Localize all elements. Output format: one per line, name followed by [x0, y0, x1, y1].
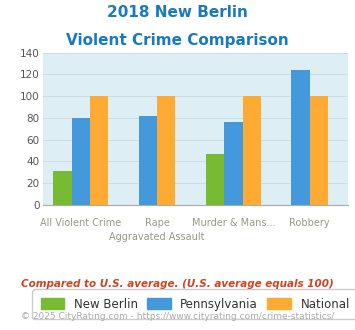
Text: 2018 New Berlin: 2018 New Berlin	[107, 5, 248, 20]
Text: Murder & Mans...: Murder & Mans...	[192, 218, 275, 228]
Bar	[310, 96, 328, 205]
Bar	[72, 118, 90, 205]
Bar	[206, 154, 224, 205]
Bar	[90, 96, 108, 205]
Text: Compared to U.S. average. (U.S. average equals 100): Compared to U.S. average. (U.S. average …	[21, 279, 334, 289]
Text: All Violent Crime: All Violent Crime	[40, 218, 121, 228]
Bar	[53, 171, 72, 205]
Text: Rape: Rape	[144, 218, 170, 228]
Text: Robbery: Robbery	[289, 218, 330, 228]
Text: Aggravated Assault: Aggravated Assault	[109, 232, 205, 242]
Bar	[291, 70, 310, 205]
Bar	[157, 96, 175, 205]
Bar	[224, 122, 242, 205]
Bar	[139, 116, 157, 205]
Bar	[242, 96, 261, 205]
Text: Violent Crime Comparison: Violent Crime Comparison	[66, 33, 289, 48]
Legend: New Berlin, Pennsylvania, National: New Berlin, Pennsylvania, National	[32, 289, 355, 319]
Text: © 2025 CityRating.com - https://www.cityrating.com/crime-statistics/: © 2025 CityRating.com - https://www.city…	[21, 312, 334, 321]
